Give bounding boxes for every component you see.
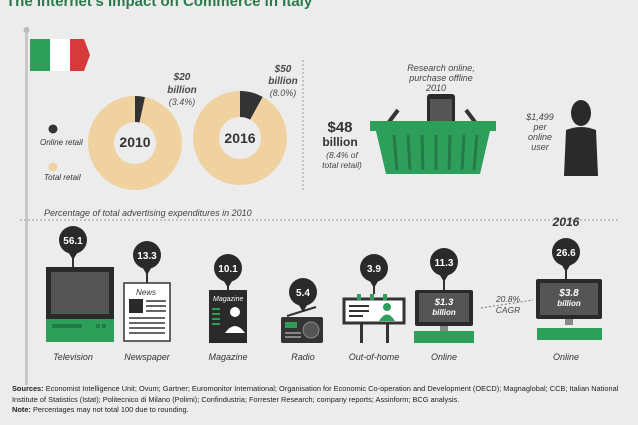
cagr-value: 20.8% bbox=[495, 294, 521, 304]
value-bubble bbox=[214, 254, 242, 282]
research-line1: Research online, bbox=[407, 63, 475, 73]
sources-label: Sources: bbox=[12, 384, 44, 393]
newspaper-news-text: News bbox=[136, 288, 156, 297]
value-label: 3.9 bbox=[367, 264, 381, 275]
user-value: $1,499 bbox=[525, 112, 554, 122]
computer-monitor-icon: $1.3 billion bbox=[414, 290, 474, 343]
donut-2016: 2016 $50 billion (8.0%) bbox=[193, 64, 298, 185]
donut-online-slice-2010 bbox=[134, 96, 145, 123]
category-label: Newspaper bbox=[124, 352, 171, 362]
basket-note-line2: total retail) bbox=[322, 160, 362, 170]
value-bubble bbox=[133, 241, 161, 269]
category-label: Radio bbox=[291, 352, 315, 362]
television-icon bbox=[46, 267, 114, 342]
online-2010-unit: billion bbox=[432, 308, 456, 317]
value-bubble bbox=[289, 278, 317, 306]
page-title: The Internet’s Impact on Commerce in Ita… bbox=[6, 0, 313, 10]
newspaper-icon: News bbox=[123, 282, 171, 342]
category-label: Magazine bbox=[208, 352, 247, 362]
legend-online-label: Online retail bbox=[40, 138, 83, 147]
donut-online-slice-2016 bbox=[239, 91, 263, 120]
magazine-cover-text: Magazine bbox=[213, 296, 243, 303]
legend-total-label: Total retail bbox=[44, 173, 81, 182]
value-label: 11.3 bbox=[435, 258, 454, 269]
basket-value: $48 bbox=[327, 119, 352, 136]
radio-icon bbox=[281, 306, 323, 343]
donut-2010-year: 2010 bbox=[119, 134, 150, 150]
note-text: Percentages may not total 100 due to rou… bbox=[32, 405, 189, 414]
italy-flag-icon bbox=[23, 27, 90, 385]
category-label: Television bbox=[53, 352, 93, 362]
billboard-icon bbox=[342, 294, 406, 343]
value-label: 56.1 bbox=[63, 236, 83, 247]
donut-2016-value: $50 bbox=[274, 64, 292, 75]
ad-chart-title: Percentage of total advertising expendit… bbox=[44, 208, 252, 218]
user-line4: user bbox=[531, 142, 550, 152]
value-label: 5.4 bbox=[296, 288, 310, 299]
donut-2010-share: (3.4%) bbox=[169, 97, 196, 107]
cagr-label: CAGR bbox=[496, 305, 521, 315]
value-bubble bbox=[552, 238, 580, 266]
ad-expenditure-marks: 56.1 Television 13.3 Newspaper 10.1 Magazine 5… bbox=[53, 226, 580, 362]
basket-note-line1: (8.4% of bbox=[326, 150, 359, 160]
category-label: Out-of-home bbox=[349, 352, 400, 362]
user-line2: per bbox=[532, 122, 547, 132]
legend-total-dot bbox=[48, 162, 58, 172]
online-2016-spend: $3.8 bbox=[558, 288, 579, 299]
donut-2010-unit: billion bbox=[167, 85, 196, 96]
donut-2016-share: (8.0%) bbox=[270, 88, 297, 98]
magazine-icon: Magazine bbox=[209, 290, 247, 343]
category-label: Online bbox=[553, 352, 579, 362]
value-bubble bbox=[59, 226, 87, 254]
online-2010-spend: $1.3 bbox=[434, 297, 454, 308]
shopping-basket-icon bbox=[370, 108, 496, 174]
computer-monitor-2016-icon: $3.8 billion bbox=[536, 279, 602, 340]
research-year: 2010 bbox=[425, 83, 446, 93]
donut-2016-year: 2016 bbox=[224, 130, 255, 146]
note-label: Note: bbox=[12, 405, 31, 414]
donut-2010-value: $20 bbox=[173, 72, 191, 83]
donut-2016-unit: billion bbox=[268, 76, 297, 87]
value-label: 26.6 bbox=[556, 248, 576, 259]
basket-unit: billion bbox=[322, 135, 357, 149]
value-bubble bbox=[430, 248, 458, 276]
sources-footnote: Sources: Economist Intelligence Unit; Ov… bbox=[12, 384, 627, 416]
online-user-icon bbox=[564, 100, 598, 176]
donut-2010: 2010 $20 billion (3.4%) bbox=[88, 72, 197, 190]
year-2016-label: 2016 bbox=[552, 215, 580, 229]
value-bubble bbox=[360, 254, 388, 282]
legend-online-dot bbox=[48, 124, 58, 134]
online-2016-unit: billion bbox=[557, 299, 581, 308]
value-label: 10.1 bbox=[218, 264, 238, 275]
value-label: 13.3 bbox=[137, 251, 157, 262]
category-label: Online bbox=[431, 352, 457, 362]
research-line2: purchase offline bbox=[408, 73, 473, 83]
sources-text: Economist Intelligence Unit; Ovum; Gartn… bbox=[12, 384, 619, 404]
user-line3: online bbox=[528, 132, 552, 142]
cagr-arrow bbox=[480, 299, 534, 309]
